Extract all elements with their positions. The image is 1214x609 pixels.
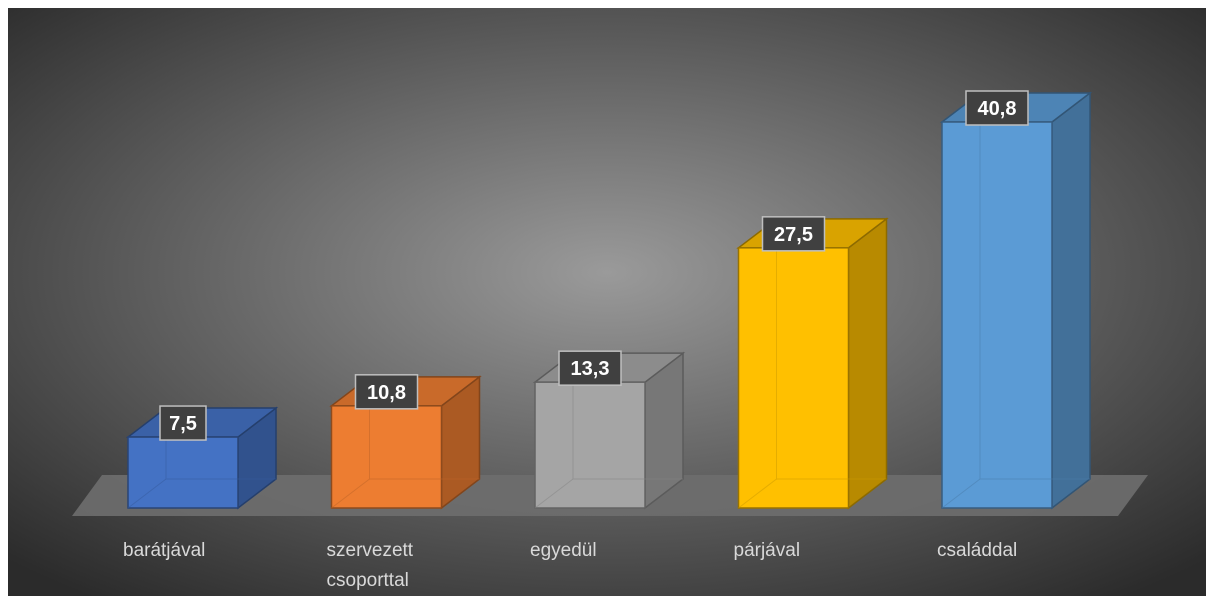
- bar-side-face: [847, 217, 888, 510]
- value-label-box: [965, 90, 1029, 126]
- category-label-line: egyedül: [530, 540, 597, 561]
- bar-inner-edge: [738, 478, 777, 509]
- value-label-text: 13,3: [571, 358, 610, 380]
- bar: [532, 351, 686, 510]
- value-label-box: [354, 374, 419, 410]
- category-label-line: csoporttal: [327, 570, 409, 591]
- value-label: 13,3: [558, 350, 622, 386]
- bars-group: [125, 91, 1093, 510]
- value-label: 27,5: [761, 216, 826, 252]
- category-labels-group: barátjával szervezett csoporttal egyedül pár…: [123, 540, 1017, 591]
- category-label: barátjával: [123, 540, 205, 561]
- category-label: szervezett csoporttal: [327, 540, 414, 591]
- category-label-line: párjával: [734, 540, 801, 561]
- category-label: egyedül: [530, 540, 597, 561]
- bar: [736, 217, 889, 510]
- category-label-line: szervezett: [327, 540, 414, 561]
- bar-inner-edge: [127, 478, 167, 509]
- bar-front-face: [330, 405, 443, 509]
- value-label: 7,5: [159, 405, 207, 441]
- bar-inner-edge: [534, 478, 574, 509]
- value-label-box: [761, 216, 826, 252]
- value-label-text: 10,8: [367, 382, 406, 404]
- bar: [939, 91, 1093, 510]
- bar-inner-edge: [941, 478, 981, 509]
- value-label-box: [159, 405, 207, 441]
- value-label-box: [558, 350, 622, 386]
- bar-side-face: [1051, 91, 1091, 510]
- value-label-text: 40,8: [978, 98, 1017, 120]
- category-label: párjával: [734, 540, 801, 561]
- bar-front-face: [941, 121, 1053, 509]
- value-label: 40,8: [965, 90, 1029, 126]
- value-label-text: 7,5: [169, 413, 197, 435]
- bar-front-face: [737, 247, 850, 509]
- value-label-text: 27,5: [774, 224, 813, 246]
- bar-front-face: [127, 436, 239, 509]
- value-label: 10,8: [354, 374, 419, 410]
- category-label: családdal: [937, 540, 1017, 561]
- value-labels-group: 7,5 10,8 13,3 27,5 40,8: [159, 90, 1029, 441]
- bar-front-face: [534, 381, 646, 509]
- bar-inner-edge: [331, 478, 370, 509]
- category-label-line: barátjával: [123, 540, 205, 561]
- category-label-line: családdal: [937, 540, 1017, 561]
